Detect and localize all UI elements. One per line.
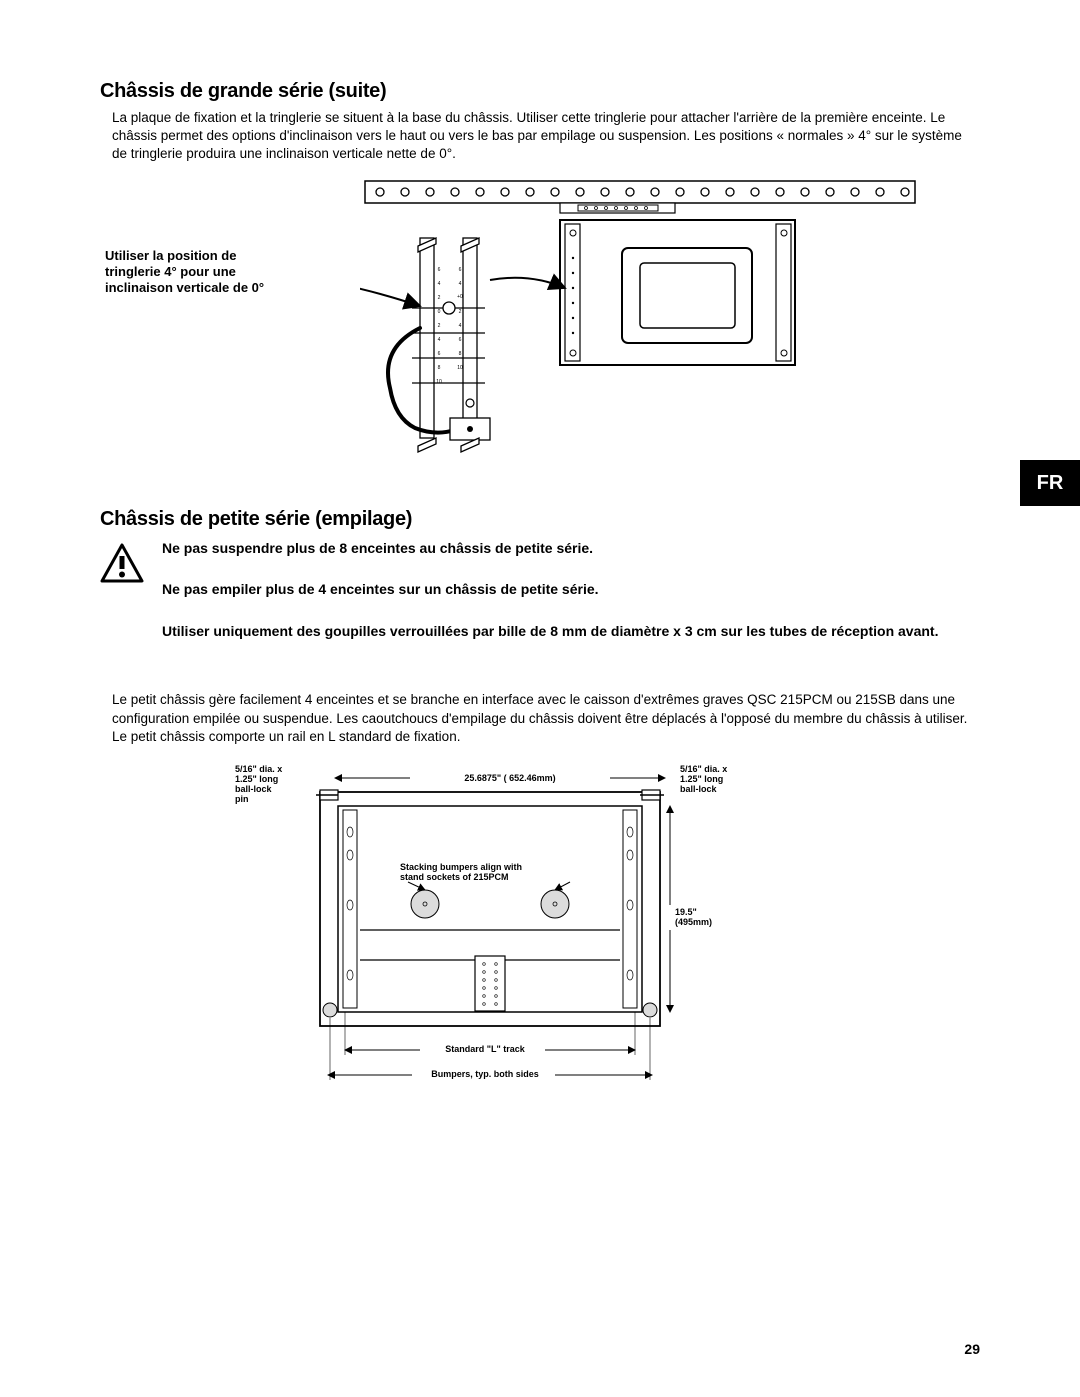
svg-text:4: 4 <box>459 281 462 287</box>
bumpers-label: Bumpers, typ. both sides <box>415 1070 555 1080</box>
width-dim-label: 25.6875" ( 652.46mm) <box>410 774 610 784</box>
language-tab: FR <box>1020 460 1080 506</box>
svg-text:2: 2 <box>438 323 441 329</box>
diagram1-callout: Utiliser la position de tringlerie 4° po… <box>105 248 275 297</box>
svg-text:10: 10 <box>457 365 463 371</box>
warning-icon <box>100 543 144 583</box>
svg-text:6: 6 <box>459 337 462 343</box>
diagram1-svg: 6 6 4 4 2 +0 0 2 2 4 4 6 6 8 8 10 10 <box>360 178 920 458</box>
diagram-large-frame: Utiliser la position de tringlerie 4° po… <box>360 178 920 458</box>
section2-body: Le petit châssis gère facilement 4 encei… <box>112 691 980 746</box>
diagram-small-frame: 5/16" dia. x1.25" longball-lockpin 5/16"… <box>280 760 840 1100</box>
warning-block: Ne pas suspendre plus de 8 enceintes au … <box>100 539 980 664</box>
section2-heading: Châssis de petite série (empilage) <box>100 508 980 531</box>
pin-label-left: 5/16" dia. x1.25" longball-lockpin <box>235 765 305 805</box>
svg-text:8: 8 <box>459 351 462 357</box>
warning-2: Ne pas empiler plus de 4 enceintes sur u… <box>162 580 938 600</box>
svg-text:8: 8 <box>438 365 441 371</box>
svg-text:0: 0 <box>438 309 441 315</box>
height-dim-label: 19.5"(495mm) <box>675 908 735 928</box>
svg-text:+0: +0 <box>457 294 463 300</box>
svg-text:6: 6 <box>438 351 441 357</box>
warning-3: Utiliser uniquement des goupilles verrou… <box>162 622 938 642</box>
svg-text:6: 6 <box>438 267 441 273</box>
svg-text:4: 4 <box>438 337 441 343</box>
section1-heading: Châssis de grande série (suite) <box>100 80 980 103</box>
svg-text:2: 2 <box>459 309 462 315</box>
page-number: 29 <box>964 1341 980 1357</box>
section1-body: La plaque de fixation et la tringlerie s… <box>112 109 980 164</box>
svg-text:4: 4 <box>438 281 441 287</box>
l-track-label: Standard "L" track <box>425 1045 545 1055</box>
svg-text:10: 10 <box>436 379 442 385</box>
bumper-align-note: Stacking bumpers align withstand sockets… <box>400 863 580 883</box>
pin-label-right: 5/16" dia. x1.25" longball-lock <box>680 765 750 795</box>
svg-text:4: 4 <box>459 323 462 329</box>
svg-text:6: 6 <box>459 267 462 273</box>
warning-1: Ne pas suspendre plus de 8 enceintes au … <box>162 539 938 559</box>
svg-text:2: 2 <box>438 295 441 301</box>
